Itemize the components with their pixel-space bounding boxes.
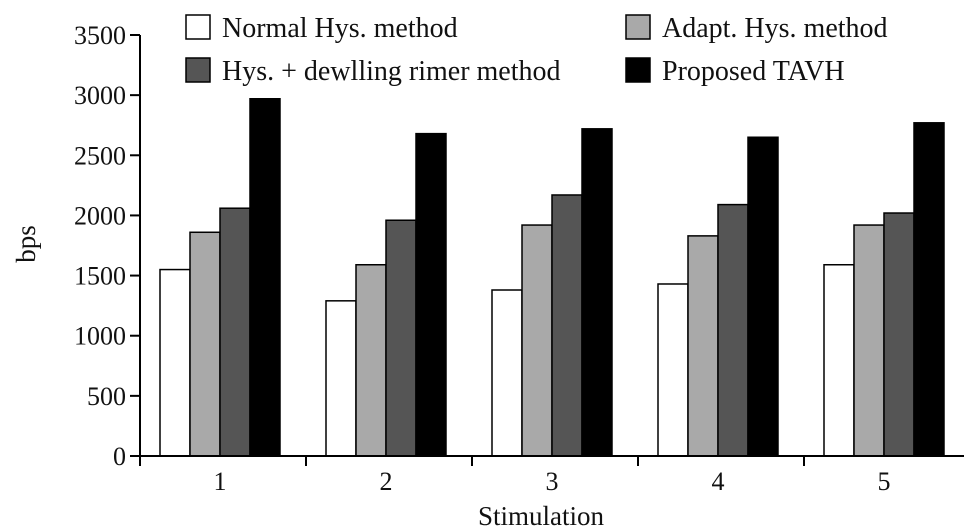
bar (913, 122, 945, 457)
bar (581, 128, 613, 457)
bar (159, 268, 191, 457)
legend-label: Hys. + dewlling rimer method (222, 56, 561, 87)
y-axis-title: bps (11, 225, 41, 263)
bar (853, 224, 885, 457)
bar (491, 289, 523, 457)
bar (189, 231, 221, 457)
bar (249, 98, 281, 457)
bar (823, 263, 855, 457)
bar (415, 132, 447, 457)
y-tick-label: 2000 (74, 201, 126, 230)
legend: Normal Hys. method Adapt. Hys. method Hys.… (185, 13, 888, 87)
x-tick-label: 4 (712, 467, 725, 496)
x-axis-title: Stimulation (478, 501, 605, 531)
legend-label: Proposed TAVH (662, 56, 845, 87)
bar (219, 207, 251, 457)
y-tick-label: 3500 (74, 21, 126, 50)
bar (883, 212, 915, 457)
y-tick-label: 1500 (74, 262, 126, 291)
legend-label: Normal Hys. method (222, 13, 458, 44)
y-tick-label: 1000 (74, 322, 126, 351)
x-axis: 1 2 3 4 5 (139, 455, 964, 496)
bar (717, 203, 749, 457)
bars (159, 98, 945, 457)
legend-label: Adapt. Hys. method (662, 13, 888, 44)
x-tick-label: 2 (380, 467, 393, 496)
bar (355, 263, 387, 457)
bar (747, 136, 779, 457)
y-axis: 0 500 1000 1500 2000 2500 3000 3500 (74, 21, 141, 471)
legend-swatch (185, 14, 211, 40)
legend-swatch (625, 14, 651, 40)
y-tick-label: 0 (113, 442, 126, 471)
legend-swatch (185, 57, 211, 83)
x-tick-label: 5 (878, 467, 891, 496)
bar (521, 224, 553, 457)
x-tick-label: 1 (214, 467, 227, 496)
y-tick-label: 2500 (74, 141, 126, 170)
y-tick-label: 3000 (74, 81, 126, 110)
bar (551, 194, 583, 457)
bar (687, 235, 719, 457)
legend-swatch (625, 57, 651, 83)
y-tick-label: 500 (87, 382, 126, 411)
bar (325, 300, 357, 457)
x-tick-label: 3 (546, 467, 559, 496)
bar (657, 283, 689, 457)
bar (385, 219, 417, 457)
